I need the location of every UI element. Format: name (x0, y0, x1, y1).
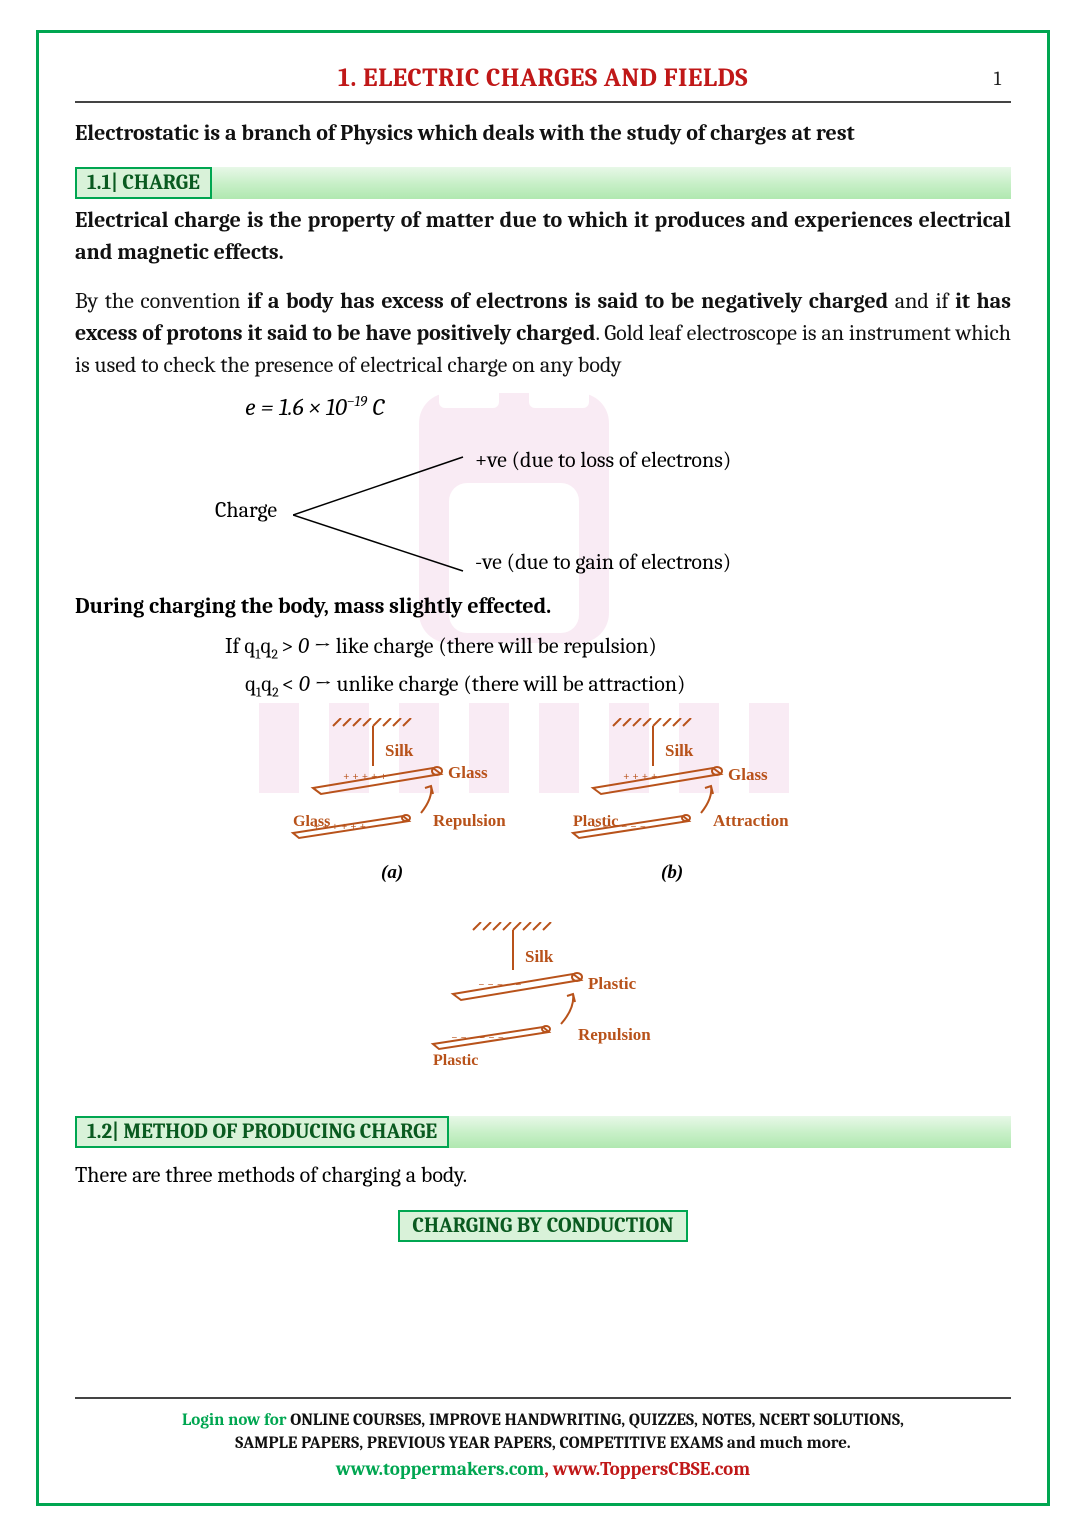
b-att: Attraction (713, 811, 789, 830)
methods-text: There are three methods of charging a bo… (75, 1162, 1011, 1188)
c-minus1: − − − − − (478, 977, 522, 991)
a-plus1: + + + + + (343, 769, 387, 783)
c-minus2: − − − − − − (451, 1030, 504, 1044)
rod-diagram-ab: Silk + + + + + Glass + + + + + + Glass R… (253, 718, 833, 918)
c-plastic2: Plastic (433, 1052, 478, 1069)
section-1-1-row: 1.1| CHARGE (75, 167, 1011, 199)
formula-unit: C (367, 393, 384, 421)
c2-s2: 2 (272, 683, 282, 700)
c2-pre: q (245, 671, 256, 697)
convention-text: By the convention if a body has excess o… (75, 286, 1011, 382)
footer-url2: www.ToppersCBSE.com (553, 1458, 750, 1480)
conv-pre: By the convention (75, 288, 247, 314)
c1-pre: If q (225, 633, 255, 659)
footer-sep: , (544, 1458, 553, 1480)
rod-diagram-c: Silk − − − − − Plastic − − − − − − Plast… (393, 922, 693, 1092)
c-rep: Repulsion (578, 1025, 651, 1044)
b-plastic: Plastic (573, 813, 618, 830)
a-glass2: Glass (293, 813, 330, 830)
section-1-1-heading: 1.1| CHARGE (75, 167, 212, 199)
a-silk: Silk (385, 741, 414, 760)
c1-s2: 2 (271, 646, 281, 663)
chapter-title: 1. ELECTRIC CHARGES AND FIELDS (338, 63, 748, 93)
like-charge-condition: If q1q2 > 0 → like charge (there will be… (225, 633, 1011, 662)
rod-figures: Silk + + + + + Glass + + + + + + Glass R… (75, 718, 1011, 1096)
b-silk: Silk (665, 741, 694, 760)
formula-exp: −19 (347, 392, 367, 410)
subheading-row: CHARGING BY CONDUCTION (75, 1210, 1011, 1242)
c2-arrow: → unlike charge (there will be attractio… (310, 671, 686, 697)
b-plus: + + + + (623, 769, 658, 783)
b-label: (b) (661, 862, 683, 883)
footer-line1: ONLINE COURSES, IMPROVE HANDWRITING, QUI… (286, 1411, 903, 1430)
c1-m: q (260, 633, 271, 659)
c2-m: q (261, 671, 272, 697)
branch-lines (293, 445, 473, 585)
conv-bold1: if a body has excess of electrons is sai… (247, 288, 888, 314)
electron-charge-formula: e = 1.6 × 10−19 C (245, 392, 1011, 421)
c2-z: 0 (299, 671, 310, 697)
negative-label: -ve (due to gain of electrons) (475, 549, 731, 575)
c-plastic1: Plastic (588, 974, 637, 993)
footer-url1: www.toppermakers.com (336, 1458, 545, 1480)
c-silk: Silk (525, 947, 554, 966)
definition-1-1: Electrical charge is the property of mat… (75, 205, 1011, 269)
c1-arrow: → like charge (there will be repulsion) (309, 633, 657, 659)
b-glass: Glass (728, 765, 768, 784)
mass-note: During charging the body, mass slightly … (75, 593, 1011, 619)
footer-line2: SAMPLE PAPERS, PREVIOUS YEAR PAPERS, COM… (235, 1434, 850, 1453)
intro-text: Electrostatic is a branch of Physics whi… (75, 119, 1011, 149)
a-label: (a) (381, 862, 403, 883)
unlike-charge-condition: q1q2 < 0 → unlike charge (there will be … (245, 671, 1011, 700)
formula-base: e = 1.6 × 10 (245, 393, 347, 421)
page-number: 1 (994, 67, 1001, 90)
c2-op: < (282, 671, 299, 697)
section-1-2-row: 1.2| METHOD OF PRODUCING CHARGE (75, 1116, 1011, 1148)
c1-op: > (281, 633, 298, 659)
charge-branch-diagram: Charge +ve (due to loss of electrons) -v… (75, 435, 1011, 585)
c1-z: 0 (298, 633, 309, 659)
section-1-2-heading: 1.2| METHOD OF PRODUCING CHARGE (75, 1116, 449, 1148)
charge-root-label: Charge (215, 497, 277, 523)
positive-label: +ve (due to loss of electrons) (475, 447, 731, 473)
conduction-subheading: CHARGING BY CONDUCTION (398, 1210, 687, 1242)
footer-login: Login now for (182, 1411, 286, 1430)
title-row: 1. ELECTRIC CHARGES AND FIELDS 1 (75, 63, 1011, 103)
page-border: 1. ELECTRIC CHARGES AND FIELDS 1 Electro… (36, 30, 1050, 1506)
page-footer: Login now for ONLINE COURSES, IMPROVE HA… (75, 1397, 1011, 1483)
conv-mid: and if (888, 288, 955, 314)
a-glass1: Glass (448, 763, 488, 782)
a-rep: Repulsion (433, 811, 506, 830)
